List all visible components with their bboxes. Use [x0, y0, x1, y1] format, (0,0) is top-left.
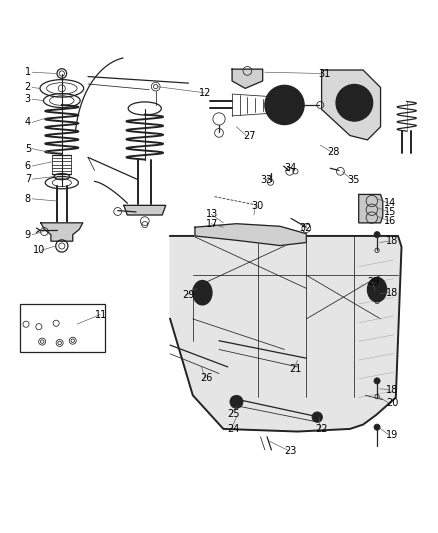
Text: 19: 19	[386, 430, 398, 440]
Polygon shape	[124, 205, 166, 215]
Text: 9: 9	[25, 230, 31, 240]
Text: 6: 6	[25, 161, 31, 171]
Text: 7: 7	[25, 174, 31, 184]
Text: 18: 18	[386, 385, 398, 394]
Text: 35: 35	[348, 175, 360, 185]
Circle shape	[374, 282, 380, 289]
Circle shape	[336, 84, 373, 121]
Text: 22: 22	[315, 424, 328, 434]
Polygon shape	[232, 69, 263, 88]
Polygon shape	[321, 70, 381, 140]
Text: 29: 29	[182, 290, 194, 300]
Text: 12: 12	[199, 88, 212, 98]
Text: 18: 18	[386, 236, 398, 246]
Text: 28: 28	[327, 147, 339, 157]
Text: 32: 32	[300, 223, 312, 233]
Text: 24: 24	[227, 424, 239, 434]
Text: 29: 29	[367, 277, 380, 287]
Circle shape	[374, 424, 380, 430]
Text: 23: 23	[285, 446, 297, 456]
Text: 26: 26	[201, 373, 213, 383]
Circle shape	[281, 101, 288, 108]
Text: 33: 33	[261, 175, 273, 185]
Text: 20: 20	[386, 398, 398, 408]
Circle shape	[374, 378, 380, 384]
Text: 27: 27	[243, 131, 255, 141]
Text: 2: 2	[25, 83, 31, 93]
Circle shape	[265, 85, 304, 125]
Text: 8: 8	[25, 194, 31, 204]
Text: 5: 5	[25, 143, 31, 154]
Polygon shape	[41, 223, 83, 241]
Ellipse shape	[193, 280, 212, 305]
Polygon shape	[170, 236, 402, 432]
Text: 30: 30	[251, 201, 263, 211]
Circle shape	[230, 395, 243, 408]
Text: 4: 4	[25, 117, 31, 127]
Text: 17: 17	[206, 219, 218, 229]
Text: 15: 15	[384, 207, 396, 217]
Text: 1: 1	[25, 67, 31, 77]
Text: 31: 31	[318, 69, 331, 78]
Circle shape	[374, 231, 380, 238]
Bar	[20, 304, 106, 352]
Text: 10: 10	[33, 245, 46, 255]
Text: 25: 25	[227, 409, 239, 419]
Circle shape	[312, 412, 322, 422]
Text: 11: 11	[95, 310, 107, 319]
Text: 13: 13	[206, 209, 218, 219]
Ellipse shape	[367, 277, 387, 302]
Polygon shape	[359, 195, 383, 223]
Text: 14: 14	[384, 198, 396, 208]
Text: 18: 18	[386, 288, 398, 298]
Text: 16: 16	[384, 216, 396, 225]
Text: 34: 34	[285, 163, 297, 173]
Polygon shape	[195, 224, 306, 246]
Text: 21: 21	[289, 364, 301, 374]
Text: 3: 3	[25, 94, 31, 104]
